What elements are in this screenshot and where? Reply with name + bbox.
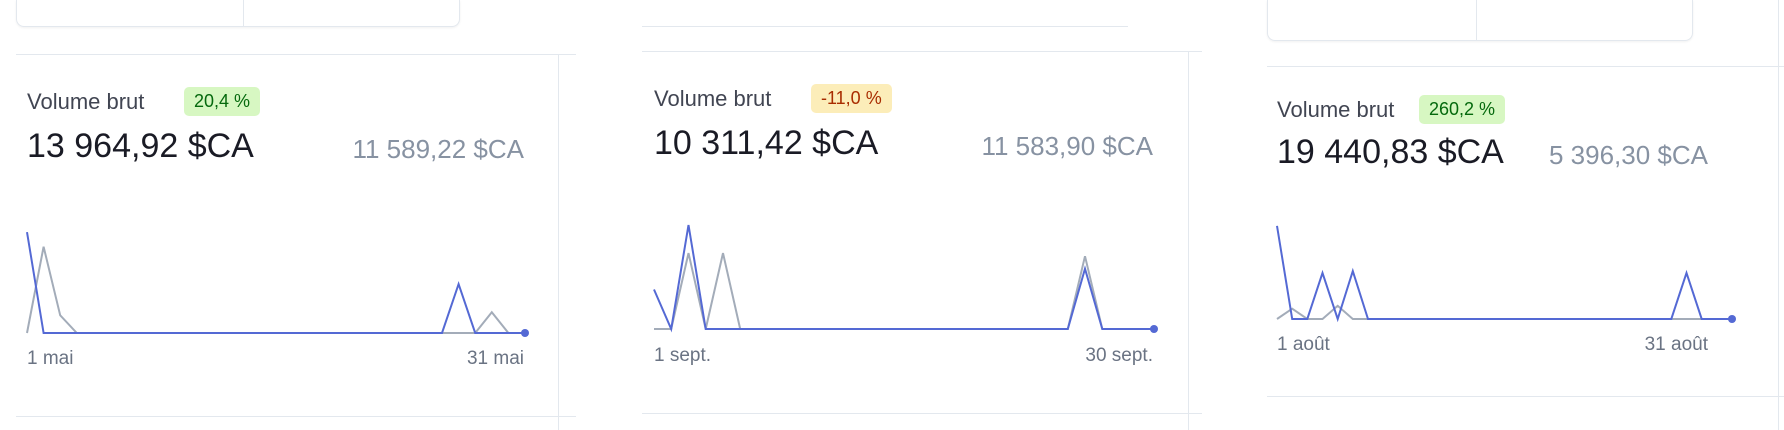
previous-period-line [26,246,525,334]
divider [1188,51,1189,430]
metric-value: 10 311,42 $CA [654,124,879,162]
metric-card[interactable]: Volume brut 260,2 % 19 440,83 $CA 5 396,… [1200,0,1784,430]
divider [642,26,1128,27]
metric-card[interactable]: Volume brut -11,0 % 10 311,42 $CA 11 583… [600,0,1202,430]
previous-period-value: 11 583,90 $CA [981,131,1153,161]
current-period-end-point [1728,315,1736,323]
divider [16,54,576,55]
divider [1267,396,1784,397]
divider [642,413,1202,414]
metric-label: Volume brut [1277,97,1395,122]
filter-tab-stub[interactable] [1267,0,1693,41]
previous-period-value: 11 589,22 $CA [352,134,524,164]
x-axis-start-label: 1 mai [27,348,74,369]
previous-period-line [1276,304,1732,320]
metric-value: 19 440,83 $CA [1277,133,1504,171]
current-period-line [653,224,1154,333]
metric-card[interactable]: Volume brut 20,4 % 13 964,92 $CA 11 589,… [0,0,600,430]
x-axis-start-label: 1 août [1277,334,1330,355]
divider [243,0,244,26]
metric-label: Volume brut [27,89,145,114]
x-axis-end-label: 31 août [1644,334,1708,355]
current-period-line [26,231,525,334]
sparkline-chart[interactable] [26,226,529,337]
divider [16,416,576,417]
change-badge: 20,4 % [184,87,261,116]
sparkline-chart[interactable] [1276,222,1736,323]
current-period-end-point [1150,325,1158,333]
current-period-end-point [521,329,529,337]
sparkline-chart[interactable] [653,222,1158,333]
change-badge: -11,0 % [811,84,892,113]
filter-tab-stub[interactable] [16,0,460,27]
x-axis-start-label: 1 sept. [654,345,712,366]
divider [558,54,559,430]
x-axis-end-label: 31 mai [466,348,524,369]
divider [1476,0,1477,40]
divider [1267,66,1784,67]
previous-period-value: 5 396,30 $CA [1548,140,1708,170]
metric-label: Volume brut [654,86,772,111]
change-badge: 260,2 % [1419,95,1506,124]
divider [1778,0,1779,430]
current-period-line [1276,225,1732,323]
metric-value: 13 964,92 $CA [27,127,254,165]
divider [642,51,1202,52]
x-axis-end-label: 30 sept. [1085,345,1153,366]
